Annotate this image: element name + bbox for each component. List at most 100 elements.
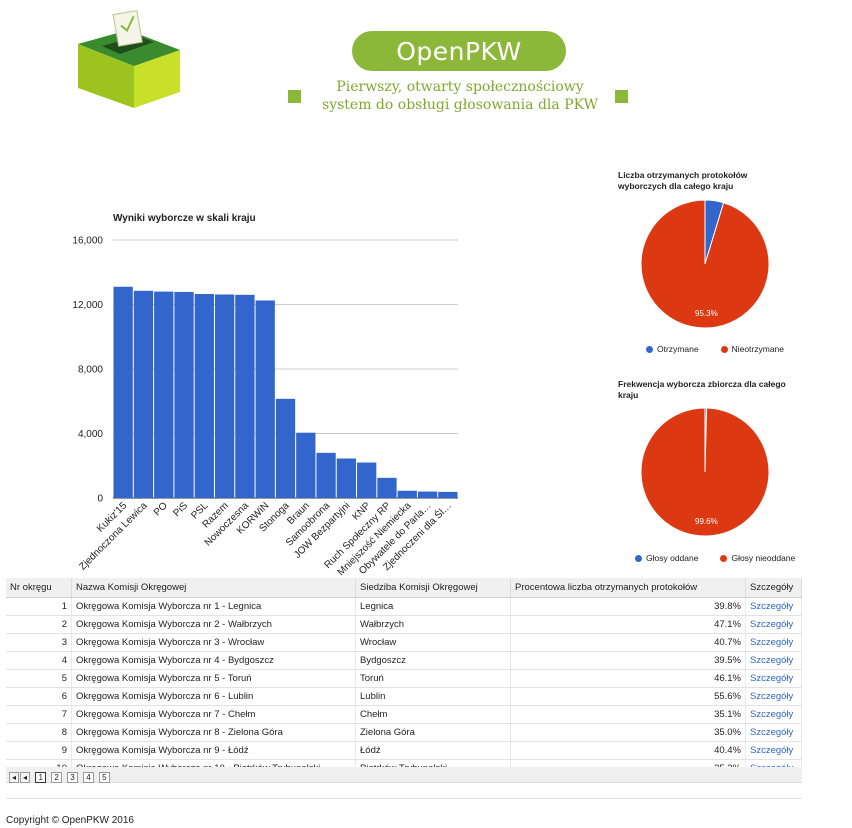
bar[interactable] bbox=[235, 294, 255, 498]
cell-name: Okręgowa Komisja Wyborcza nr 4 - Bydgosz… bbox=[71, 651, 356, 670]
bar[interactable] bbox=[113, 286, 133, 498]
copyright-text: Copyright © OpenPKW 2016 bbox=[6, 815, 134, 826]
cell-nr: 3 bbox=[6, 633, 72, 652]
cell-name: Okręgowa Komisja Wyborcza nr 8 - Zielona… bbox=[71, 723, 356, 742]
bar[interactable] bbox=[296, 432, 316, 498]
bar[interactable] bbox=[174, 291, 194, 498]
bar[interactable] bbox=[377, 477, 397, 498]
x-tick-label: PO bbox=[152, 500, 170, 518]
legend-dot-votes-not-cast bbox=[720, 554, 728, 562]
details-link[interactable]: Szczegóły bbox=[750, 709, 794, 720]
cell-details: Szczegóły bbox=[745, 687, 802, 706]
pie-slice-label: 99.6% bbox=[695, 517, 718, 526]
table-row: 1 Okręgowa Komisja Wyborcza nr 1 - Legnic… bbox=[6, 597, 802, 616]
cell-seat: Bydgoszcz bbox=[355, 651, 511, 670]
cell-details: Szczegóły bbox=[745, 597, 802, 616]
bar[interactable] bbox=[154, 291, 174, 498]
table-pager: ◂ ◂ 1 2 3 4 5 bbox=[6, 767, 802, 783]
bar[interactable] bbox=[133, 290, 154, 498]
col-header-name[interactable]: Nazwa Komisji Okręgowej bbox=[71, 578, 356, 598]
pie-slice[interactable] bbox=[640, 407, 770, 537]
turnout-pie-title: Frekwencja wyborcza zbiorcza dla całego … bbox=[618, 379, 786, 400]
footer-divider bbox=[6, 798, 802, 799]
table-row: 6 Okręgowa Komisja Wyborcza nr 6 - Lublin… bbox=[6, 687, 802, 706]
bar-chart-title: Wyniki wyborcze w skali kraju bbox=[113, 213, 256, 224]
cell-percent: 55.6% bbox=[510, 687, 746, 706]
col-header-nr[interactable]: Nr okręgu bbox=[6, 578, 72, 598]
bar[interactable] bbox=[255, 300, 275, 498]
pager-prev-button[interactable]: ◂ bbox=[20, 772, 31, 783]
details-link[interactable]: Szczegóły bbox=[750, 655, 794, 666]
table-row: 2 Okręgowa Komisja Wyborcza nr 2 - Wałbrz… bbox=[6, 615, 802, 634]
details-link[interactable]: Szczegóły bbox=[750, 601, 794, 612]
turnout-pie-legend: Głosy oddane Głosy nieoddane bbox=[635, 553, 795, 563]
col-header-percent[interactable]: Procentowa liczba otrzymanych protokołów bbox=[510, 578, 746, 598]
national-results-bar-chart: Wyniki wyborcze w skali kraju 0 4,000 8,000… bbox=[72, 213, 458, 578]
cell-details: Szczegóły bbox=[745, 741, 802, 760]
cell-details: Szczegóły bbox=[745, 669, 802, 688]
tagline-right-square bbox=[615, 90, 628, 103]
cell-nr: 8 bbox=[6, 723, 72, 742]
protocols-pie-chart: 95.3% bbox=[640, 199, 770, 329]
details-link[interactable]: Szczegóły bbox=[750, 619, 794, 630]
legend-label-votes-cast: Głosy oddane bbox=[646, 553, 699, 563]
pager-first-button[interactable]: ◂ bbox=[9, 772, 20, 783]
bar[interactable] bbox=[357, 462, 377, 498]
legend-label-received: Otrzymane bbox=[657, 344, 699, 354]
pager-page-4[interactable]: 4 bbox=[83, 772, 94, 783]
cell-percent: 46.1% bbox=[510, 669, 746, 688]
cell-percent: 47.1% bbox=[510, 615, 746, 634]
pager-page-1[interactable]: 1 bbox=[35, 772, 46, 783]
brand-logo-text: OpenPKW bbox=[352, 31, 566, 71]
legend-label-votes-not-cast: Głosy nieoddane bbox=[731, 553, 796, 563]
tagline-left-square bbox=[288, 90, 301, 103]
pager-page-5[interactable]: 5 bbox=[99, 772, 110, 783]
bar[interactable] bbox=[417, 491, 438, 498]
cell-details: Szczegóły bbox=[745, 633, 802, 652]
details-link[interactable]: Szczegóły bbox=[750, 745, 794, 756]
y-tick-label: 12,000 bbox=[72, 300, 103, 311]
legend-dot-votes-cast bbox=[635, 554, 642, 562]
cell-details: Szczegóły bbox=[745, 615, 802, 634]
bar[interactable] bbox=[275, 398, 296, 498]
cell-seat: Zielona Góra bbox=[355, 723, 511, 742]
cell-seat: Chełm bbox=[355, 705, 511, 724]
details-link[interactable]: Szczegóły bbox=[750, 673, 794, 684]
cell-percent: 40.7% bbox=[510, 633, 746, 652]
cell-seat: Łódź bbox=[355, 741, 511, 760]
pager-page-2[interactable]: 2 bbox=[51, 772, 62, 783]
cell-name: Okręgowa Komisja Wyborcza nr 3 - Wrocław bbox=[71, 633, 356, 652]
bar[interactable] bbox=[336, 458, 357, 498]
bar[interactable] bbox=[214, 294, 235, 498]
col-header-seat[interactable]: Siedziba Komisji Okręgowej bbox=[355, 578, 511, 598]
x-tick-label: PiS bbox=[171, 500, 190, 519]
details-link[interactable]: Szczegóły bbox=[750, 637, 794, 648]
cell-nr: 5 bbox=[6, 669, 72, 688]
pie-slice-label: 95.3% bbox=[695, 309, 718, 318]
cell-details: Szczegóły bbox=[745, 723, 802, 742]
tagline: Pierwszy, otwarty społecznościowy system… bbox=[300, 78, 620, 114]
cell-percent: 39.5% bbox=[510, 651, 746, 670]
district-commissions-table: Nr okręgu Nazwa Komisji Okręgowej Siedzi… bbox=[6, 578, 802, 778]
cell-name: Okręgowa Komisja Wyborcza nr 2 - Wałbrzy… bbox=[71, 615, 356, 634]
bar[interactable] bbox=[194, 294, 214, 498]
pie-slice[interactable] bbox=[640, 199, 770, 329]
bar[interactable] bbox=[316, 452, 336, 498]
y-tick-label: 8,000 bbox=[78, 365, 103, 376]
cell-percent: 40.4% bbox=[510, 741, 746, 760]
details-link[interactable]: Szczegóły bbox=[750, 727, 794, 738]
y-tick-label: 4,000 bbox=[78, 429, 103, 440]
bar[interactable] bbox=[438, 491, 458, 498]
cell-seat: Legnica bbox=[355, 597, 511, 616]
cell-name: Okręgowa Komisja Wyborcza nr 6 - Lublin bbox=[71, 687, 356, 706]
table-row: 3 Okręgowa Komisja Wyborcza nr 3 - Wrocła… bbox=[6, 633, 802, 652]
bar[interactable] bbox=[397, 490, 417, 498]
cell-details: Szczegóły bbox=[745, 705, 802, 724]
cell-details: Szczegóły bbox=[745, 651, 802, 670]
protocols-pie-title: Liczba otrzymanych protokołów wyborczych… bbox=[618, 170, 748, 191]
pager-page-3[interactable]: 3 bbox=[67, 772, 78, 783]
details-link[interactable]: Szczegóły bbox=[750, 691, 794, 702]
cell-nr: 2 bbox=[6, 615, 72, 634]
col-header-details[interactable]: Szczegóły bbox=[745, 578, 802, 598]
cell-nr: 9 bbox=[6, 741, 72, 760]
